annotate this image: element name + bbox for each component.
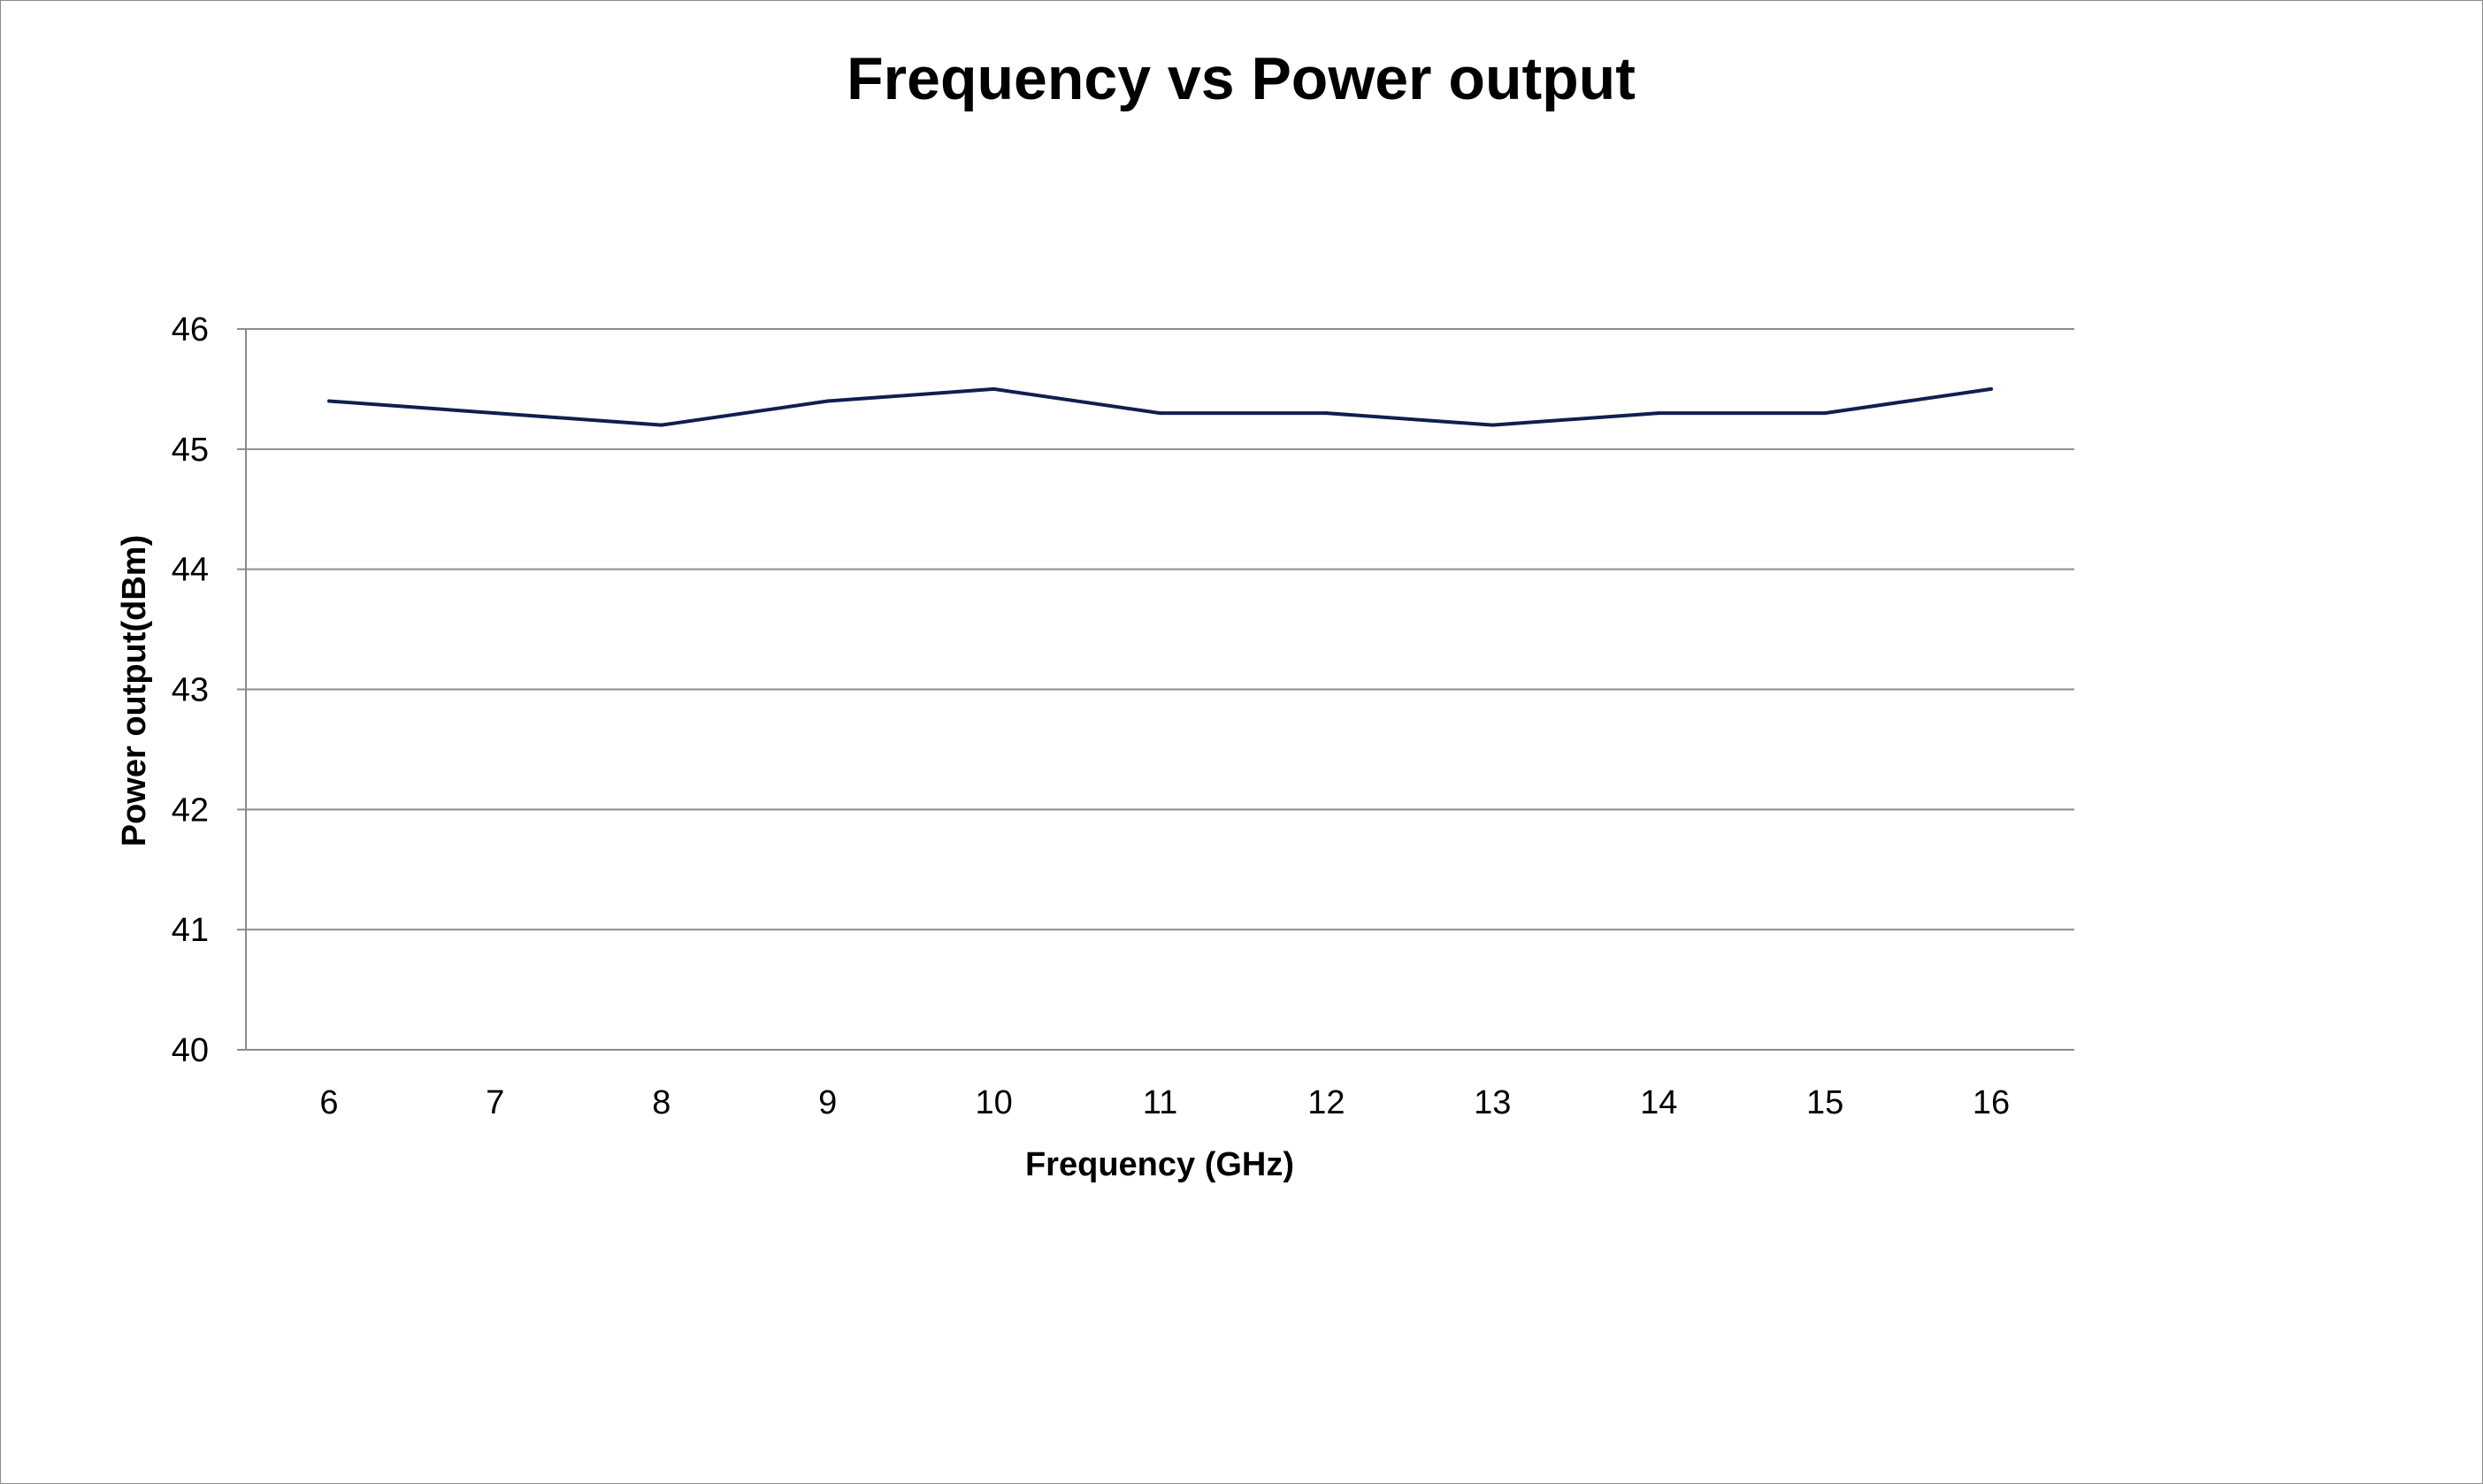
y-tick-label-42: 42 [172,792,209,829]
data-point-7 [493,411,497,416]
data-point-13 [1491,423,1495,427]
data-point-12 [1324,411,1329,416]
x-tick-label-10: 10 [975,1084,1012,1121]
x-tick-label-13: 13 [1474,1084,1511,1121]
x-tick-label-16: 16 [1973,1084,2010,1121]
y-tick-label-41: 41 [172,912,209,949]
x-tick-label-7: 7 [486,1084,504,1121]
data-point-11 [1158,411,1162,416]
data-point-16 [1989,386,1994,391]
x-tick-label-12: 12 [1307,1084,1345,1121]
series-layer [326,386,1994,427]
chart-title: Frequency vs Power output [847,45,1636,112]
x-tick-label-15: 15 [1806,1084,1843,1121]
y-tick-label-43: 43 [172,672,209,709]
y-tick-label-44: 44 [172,552,209,589]
axes [245,329,2074,1051]
x-tick-label-14: 14 [1640,1084,1677,1121]
x-tick-labels: 6 7 8 9 10 11 12 13 14 15 16 [319,1084,2010,1121]
y-tick-label-40: 40 [172,1032,209,1069]
data-point-14 [1657,411,1661,416]
y-tick-labels: 40 41 42 43 44 45 46 [172,311,209,1069]
x-axis-title: Frequency (GHz) [1025,1146,1294,1183]
y-axis-title: Power output(dBm) [116,535,153,847]
x-tick-label-6: 6 [319,1084,338,1121]
x-tick-label-8: 8 [652,1084,671,1121]
y-tick-label-46: 46 [172,311,209,348]
x-tick-label-9: 9 [818,1084,837,1121]
x-tick-label-11: 11 [1143,1084,1177,1121]
data-point-6 [326,399,331,403]
data-point-8 [659,423,663,427]
series-line-0 [328,386,1992,427]
data-point-15 [1823,411,1828,416]
data-point-9 [825,399,830,403]
gridlines [237,328,2074,1051]
data-point-10 [992,386,996,391]
y-tick-label-45: 45 [172,432,209,469]
